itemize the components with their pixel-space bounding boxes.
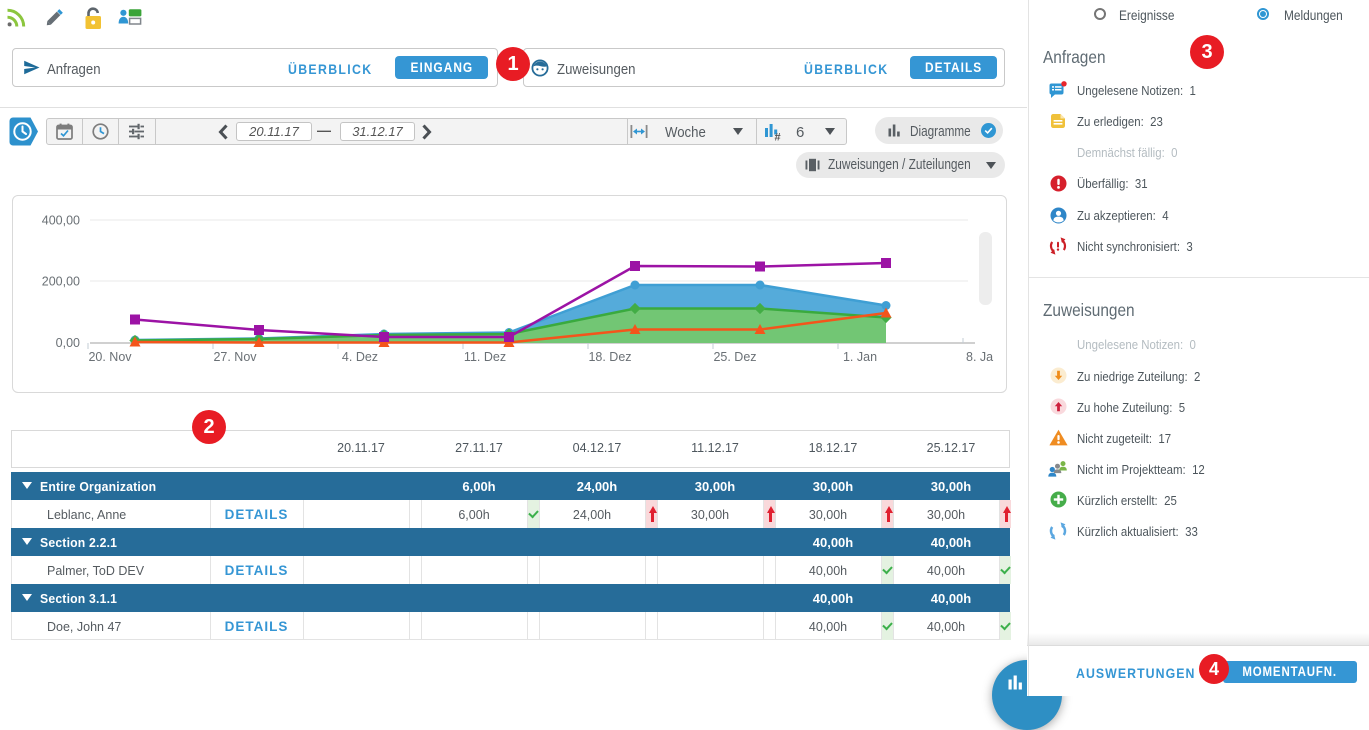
svg-text:18. Dez: 18. Dez xyxy=(588,350,631,364)
svg-text:#: # xyxy=(775,132,781,143)
svg-text:0,00: 0,00 xyxy=(56,336,80,350)
svg-text:200,00: 200,00 xyxy=(42,275,80,289)
svg-text:20. Nov: 20. Nov xyxy=(88,350,132,364)
svg-text:25. Dez: 25. Dez xyxy=(713,350,756,364)
svg-text:8. Ja: 8. Ja xyxy=(966,350,993,364)
svg-text:11. Dez: 11. Dez xyxy=(464,350,506,364)
svg-text:1. Jan: 1. Jan xyxy=(843,350,877,364)
svg-text:27. Nov: 27. Nov xyxy=(213,350,257,364)
svg-text:4. Dez: 4. Dez xyxy=(342,350,378,364)
svg-text:400,00: 400,00 xyxy=(42,214,80,228)
